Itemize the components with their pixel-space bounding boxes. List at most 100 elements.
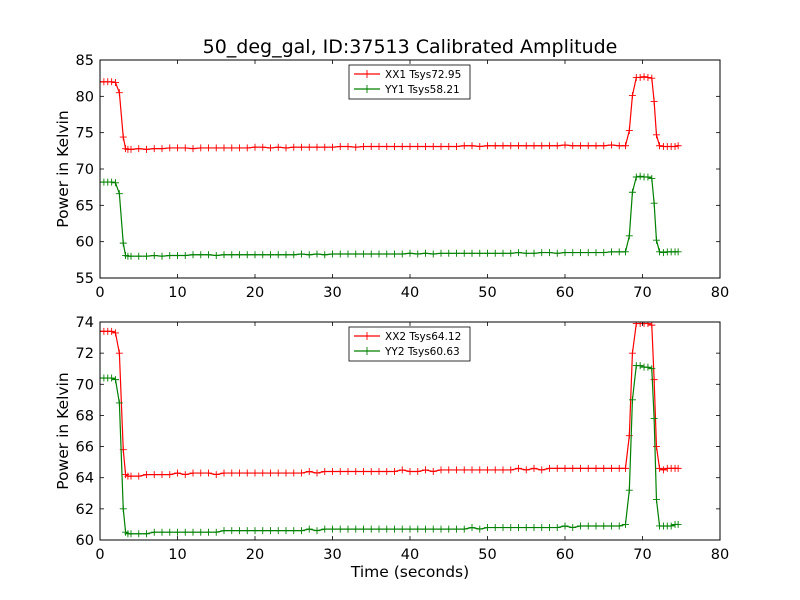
data-point xyxy=(628,396,636,404)
data-point xyxy=(414,142,422,150)
data-point xyxy=(453,142,460,150)
data-point xyxy=(243,251,251,259)
data-point xyxy=(360,250,367,258)
data-point xyxy=(652,496,660,504)
data-point xyxy=(228,144,236,152)
data-point xyxy=(158,252,166,260)
data-point xyxy=(656,248,664,256)
data-point xyxy=(608,464,615,472)
data-point xyxy=(499,249,507,257)
data-point xyxy=(674,520,682,528)
data-point xyxy=(112,179,119,187)
data-point xyxy=(135,252,143,260)
data-point xyxy=(108,374,116,382)
data-point xyxy=(251,469,259,477)
data-point xyxy=(267,251,274,259)
data-point xyxy=(484,524,491,532)
data-point xyxy=(189,145,197,153)
data-point xyxy=(600,249,608,257)
data-point xyxy=(460,142,468,150)
data-point xyxy=(656,142,664,150)
data-point xyxy=(499,142,507,150)
data-point xyxy=(584,464,592,472)
data-point xyxy=(652,236,660,244)
data-point xyxy=(336,142,344,150)
data-point xyxy=(491,249,499,257)
data-point xyxy=(592,522,600,530)
legend-entry: XX2 Tsys64.12 xyxy=(385,331,461,343)
data-point xyxy=(352,467,360,475)
data-point xyxy=(274,527,282,535)
data-point xyxy=(274,251,282,259)
plot-area xyxy=(100,322,682,538)
data-point xyxy=(522,524,530,532)
data-point xyxy=(468,142,476,150)
data-point xyxy=(127,252,135,260)
data-point xyxy=(383,467,391,475)
data-point xyxy=(650,97,658,105)
legend: XX1 Tsys72.95 YY1 Tsys58.21 xyxy=(348,64,471,100)
data-point xyxy=(453,466,460,474)
top-subplot: 0 10 20 30 40 50 60 70 80 55 60 65 70 75 80 85 Power in … xyxy=(54,53,729,301)
data-point xyxy=(437,466,445,474)
data-point xyxy=(360,142,367,150)
data-point xyxy=(321,467,329,475)
legend: XX2 Tsys64.12 YY2 Tsys60.63 xyxy=(348,326,471,362)
data-point xyxy=(569,142,577,150)
data-point xyxy=(650,199,658,207)
data-point xyxy=(212,471,220,479)
data-point xyxy=(166,144,174,152)
y-tick-label: 72 xyxy=(76,346,94,362)
data-point xyxy=(115,349,123,357)
data-point xyxy=(656,464,664,472)
data-point xyxy=(484,466,491,474)
data-point xyxy=(530,524,538,532)
data-point xyxy=(476,466,484,474)
data-point xyxy=(290,527,298,535)
y-tick-label: 80 xyxy=(76,89,94,105)
data-point xyxy=(422,249,429,257)
data-point xyxy=(375,467,383,475)
x-tick-label: 30 xyxy=(323,547,341,563)
data-point xyxy=(644,322,652,328)
data-point xyxy=(383,525,391,533)
data-point xyxy=(538,524,546,532)
data-point xyxy=(391,250,398,258)
data-point xyxy=(181,471,189,479)
data-point xyxy=(530,464,538,472)
legend-marker xyxy=(363,332,371,340)
data-point xyxy=(546,524,553,532)
data-point xyxy=(150,251,158,259)
data-point xyxy=(625,126,633,134)
data-point xyxy=(197,469,205,477)
data-point xyxy=(205,528,212,536)
y-tick-label: 74 xyxy=(76,315,94,331)
data-point xyxy=(197,144,205,152)
data-point xyxy=(530,142,538,150)
data-point xyxy=(584,522,592,530)
data-point xyxy=(174,469,181,477)
data-point xyxy=(644,73,652,81)
data-point xyxy=(460,525,468,533)
data-point xyxy=(577,142,584,150)
data-point xyxy=(344,467,352,475)
data-point xyxy=(628,188,636,196)
data-point xyxy=(375,525,383,533)
data-point xyxy=(460,466,468,474)
data-point xyxy=(553,249,561,257)
data-point xyxy=(546,464,553,472)
data-point xyxy=(220,527,228,535)
y-axis-label: Power in Kelvin xyxy=(54,372,72,489)
data-point xyxy=(429,142,437,150)
x-tick-label: 20 xyxy=(246,285,264,301)
data-point xyxy=(414,250,422,258)
data-point xyxy=(398,142,406,150)
data-point xyxy=(329,525,336,533)
data-point xyxy=(112,79,119,87)
data-point xyxy=(360,467,367,475)
series-line-yy1 xyxy=(100,175,679,257)
data-point xyxy=(621,142,629,150)
data-point xyxy=(367,467,375,475)
data-point xyxy=(422,142,429,150)
